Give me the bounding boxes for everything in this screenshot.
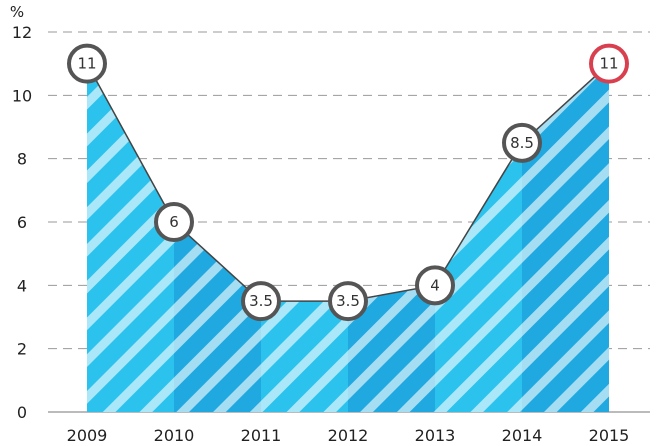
x-axis-ticks: 2009 2010 2011 2012 2013 2014 2015 [67, 426, 630, 445]
y-tick-label: 0 [17, 403, 27, 422]
y-tick-label: 10 [12, 86, 32, 105]
data-label: 4 [430, 276, 440, 294]
data-label: 8.5 [510, 134, 534, 152]
x-tick-label: 2009 [67, 426, 108, 445]
data-label: 6 [169, 213, 179, 231]
y-tick-label: 6 [17, 213, 27, 232]
y-tick-label: 4 [17, 276, 27, 295]
y-tick-label: 2 [17, 340, 27, 359]
data-marker [502, 122, 542, 163]
x-tick-label: 2013 [415, 426, 456, 445]
x-tick-label: 2015 [589, 426, 630, 445]
y-tick-label: 8 [17, 150, 27, 169]
data-marker [241, 281, 281, 322]
x-tick-label: 2010 [154, 426, 195, 445]
y-axis-ticks: 0 2 4 6 8 10 12 [12, 23, 32, 422]
data-marker [415, 265, 455, 306]
x-tick-label: 2011 [241, 426, 282, 445]
area-fill [87, 63, 609, 413]
data-label: 11 [77, 55, 96, 73]
data-label: 3.5 [249, 292, 273, 310]
x-tick-label: 2012 [328, 426, 369, 445]
data-marker [154, 202, 194, 242]
data-label: 3.5 [336, 292, 360, 310]
data-marker [328, 281, 368, 322]
highlight-data-marker [589, 43, 629, 84]
y-tick-label: 12 [12, 23, 32, 42]
data-marker [67, 43, 107, 84]
y-axis-unit-label: % [10, 3, 24, 21]
data-markers: 11 6 3.5 3.5 4 8.5 11 [67, 43, 629, 322]
data-label: 11 [599, 55, 618, 73]
x-tick-label: 2014 [502, 426, 543, 445]
